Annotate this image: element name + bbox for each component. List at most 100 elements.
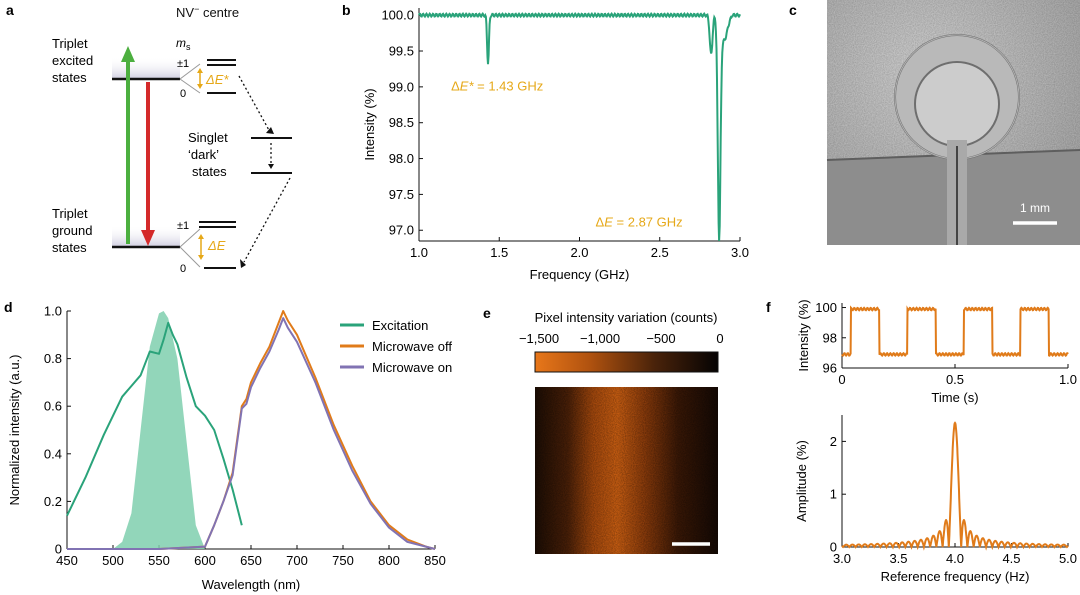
loop-center	[914, 61, 1000, 147]
odmr-annotation-0: ΔE* = 1.43 GHz	[451, 78, 543, 93]
b-y-tick-label: 99.0	[389, 79, 414, 94]
ground-label-3: states	[52, 240, 87, 255]
delta-e-star-label: ΔE*	[205, 72, 229, 87]
d-y-tick-label: 0.8	[44, 351, 62, 366]
spectrum-line-0	[66, 321, 243, 526]
panel-f: f 0 0.5 1.0 96 98 100 Time (s) Intensity (%) 3.0…	[766, 299, 1077, 584]
b-y-tick-label: 98.0	[389, 151, 414, 166]
isc-arrowhead-1	[266, 127, 274, 134]
panel-d: d 450 500 550 600 650 700 750 800 850 0 0.2 0.4 0.6 0…	[4, 299, 452, 592]
b-y-tick-label: 98.5	[389, 115, 414, 130]
odmr-annotation-1: ΔE = 2.87 GHz	[596, 215, 683, 230]
d-x-tick-label: 800	[378, 553, 400, 568]
panel-a: a NV− centre Triplet excited states Trip…	[6, 2, 292, 275]
f-top-x-axis-label: Time (s)	[931, 390, 978, 405]
b-y-tick-label: 100.0	[381, 8, 414, 23]
b-y-tick-label: 99.5	[389, 44, 414, 59]
colorbar-tick-500: −500	[646, 331, 675, 346]
panel-d-letter: d	[4, 299, 13, 315]
colorbar-tick-1500: −1,500	[519, 331, 559, 346]
d-x-tick-label: 850	[424, 553, 446, 568]
legend-label-0: Excitation	[372, 318, 428, 333]
excitation-filled-spectrum	[113, 311, 205, 549]
b-x-axis-label: Frequency (GHz)	[530, 267, 630, 282]
d-y-tick-label: 0.4	[44, 446, 62, 461]
panel-c: c 1 mm	[789, 0, 1080, 245]
d-x-tick-label: 600	[194, 553, 216, 568]
intensity-map-noise	[535, 387, 718, 554]
excited-label-1: Triplet	[52, 36, 88, 51]
d-x-tick-label: 750	[332, 553, 354, 568]
isc-path-3	[243, 177, 291, 263]
delta-e-star-arrowhead-down	[197, 84, 203, 89]
d-x-tick-label: 700	[286, 553, 308, 568]
delta-e-arrowhead-up	[198, 234, 204, 239]
legend-label-2: Microwave on	[372, 360, 452, 375]
f-bottom-y-tick-label: 0	[830, 540, 837, 555]
d-x-tick-label: 550	[148, 553, 170, 568]
f-top-y-tick-label: 96	[823, 361, 837, 376]
panel-f-letter: f	[766, 299, 771, 315]
d-x-tick-label: 650	[240, 553, 262, 568]
singlet-label-2: ‘dark’	[188, 147, 219, 162]
f-top-y-axis-label: Intensity (%)	[796, 299, 811, 371]
d-y-axis-label: Normalized intensity (a.u.)	[7, 355, 22, 506]
b-x-tick-label: 1.5	[490, 245, 508, 260]
panel-b: b 1.0 1.5 2.0 2.5 3.0 97.0 97.5 98.0 98.5 99.0 99.…	[342, 2, 749, 282]
ground-pm1-label: ±1	[177, 220, 189, 232]
b-y-axis-label: Intensity (%)	[362, 88, 377, 160]
f-bottom-y-tick-label: 1	[830, 487, 837, 502]
f-top-x-tick-label: 1.0	[1059, 372, 1077, 387]
f-bottom-x-axis-label: Reference frequency (Hz)	[881, 569, 1030, 584]
d-x-tick-label: 450	[56, 553, 78, 568]
panel-e-letter: e	[483, 305, 491, 321]
ground-split-line-1	[179, 228, 201, 248]
colorbar	[534, 351, 719, 373]
isc-path-1	[238, 75, 271, 133]
excited-label-2: excited	[52, 53, 93, 68]
singlet-label-3: states	[192, 164, 227, 179]
excited-split-line-2	[179, 78, 201, 94]
f-bottom-x-tick-label: 5.0	[1059, 551, 1077, 566]
f-bottom-x-tick-label: 3.5	[889, 551, 907, 566]
f-bottom-x-tick-label: 4.0	[946, 551, 964, 566]
excited-split-line-1	[179, 63, 201, 80]
d-x-tick-label: 500	[102, 553, 124, 568]
scale-bar-label: 1 mm	[1020, 201, 1050, 215]
excited-pm1-label: ±1	[177, 58, 189, 70]
ground-label-2: ground	[52, 223, 92, 238]
singlet-label-1: Singlet	[188, 130, 228, 145]
panel-c-letter: c	[789, 2, 797, 18]
panel-b-letter: b	[342, 2, 351, 18]
isc-arrowhead-2	[268, 164, 274, 169]
odmr-spectrum-line	[418, 11, 741, 241]
b-x-tick-label: 3.0	[731, 245, 749, 260]
d-y-tick-label: 0.2	[44, 494, 62, 509]
ground-label-1: Triplet	[52, 206, 88, 221]
delta-e-arrowhead-down	[198, 255, 204, 260]
f-top-x-tick-label: 0.5	[946, 372, 964, 387]
d-y-tick-label: 0.6	[44, 399, 62, 414]
b-x-tick-label: 2.0	[570, 245, 588, 260]
panel-e: e Pixel intensity variation (counts) −1,…	[483, 305, 724, 554]
f-top-y-tick-label: 100	[815, 300, 837, 315]
excited-0-label: 0	[180, 88, 186, 100]
ground-split-line-2	[179, 246, 201, 268]
colorbar-tick-1000: −1,000	[580, 331, 620, 346]
b-y-tick-label: 97.5	[389, 187, 414, 202]
panel-a-letter: a	[6, 2, 14, 18]
colorbar-title: Pixel intensity variation (counts)	[535, 310, 718, 325]
d-y-tick-label: 0	[55, 542, 62, 557]
time-trace-line	[841, 305, 1069, 358]
excitation-arrowhead	[121, 46, 135, 62]
colorbar-tick-0: 0	[716, 331, 723, 346]
d-x-axis-label: Wavelength (nm)	[202, 577, 301, 592]
panel-a-title: NV− centre	[176, 4, 239, 20]
f-bottom-y-axis-label: Amplitude (%)	[794, 440, 809, 522]
f-top-y-tick-label: 98	[823, 330, 837, 345]
frequency-spectrum-line	[841, 421, 1069, 551]
isc-arrowhead-3	[240, 259, 246, 268]
f-bottom-x-tick-label: 3.0	[833, 551, 851, 566]
delta-e-label: ΔE	[207, 238, 226, 253]
